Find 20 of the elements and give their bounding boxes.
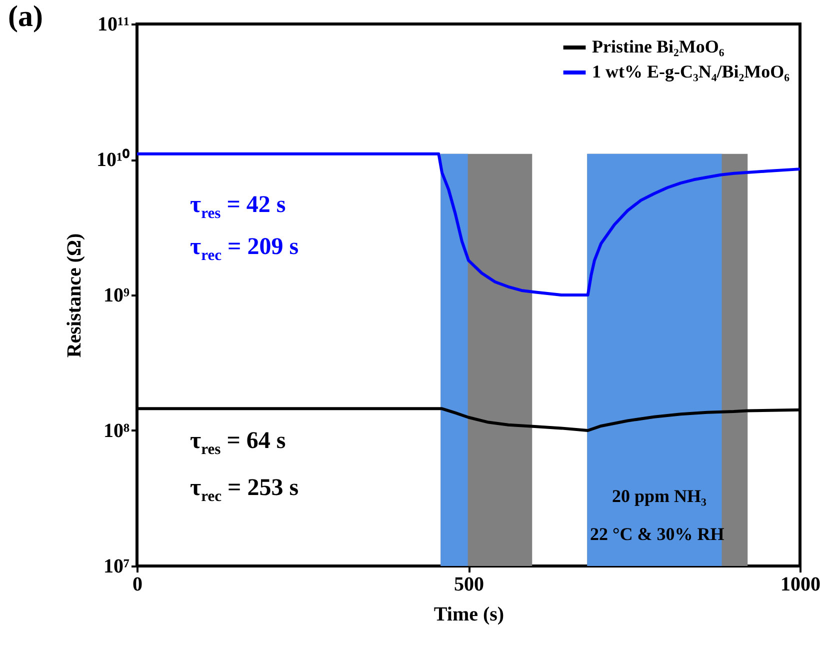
y-tick-label: 10⁷ (104, 556, 130, 578)
annotation: τ$_{res}$ = 42 s (190, 192, 286, 223)
text: (a) (8, 0, 43, 34)
x-tick-label: 0 (132, 574, 142, 596)
line-series (136, 152, 802, 296)
annotation: τ$_{res}$ = 64 s (190, 428, 286, 459)
y-tick-label: 10⁹ (104, 284, 130, 306)
x-tick-label: 1000 (780, 574, 820, 596)
annotation: τ$_{rec}$ = 209 s (190, 234, 299, 265)
annotation: 22 °C & 30% RH (590, 524, 724, 545)
legend-label: 1 wt% E-g-C₃N₄/Bi₂MoO₆ (592, 62, 790, 82)
annotation: τ$_{rec}$ = 253 s (190, 475, 299, 506)
x-tick-label: 500 (454, 574, 484, 596)
x-axis-title: Time (s) (434, 604, 504, 626)
y-tick-label: 10¹⁰ (96, 148, 130, 171)
y-tick-label: 10⁸ (104, 420, 130, 442)
y-tick-label: 10¹¹ (98, 14, 130, 36)
legend-label: Pristine Bi₂MoO₆ (592, 36, 725, 56)
annotation: 20 ppm NH₃ (612, 486, 706, 507)
y-axis-title: Resistance (Ω) (64, 233, 86, 358)
